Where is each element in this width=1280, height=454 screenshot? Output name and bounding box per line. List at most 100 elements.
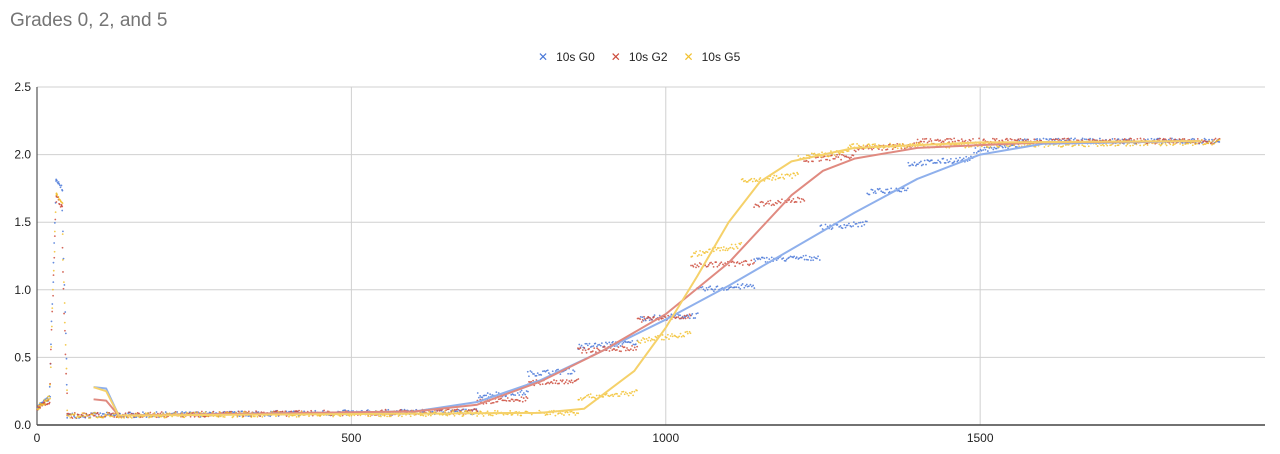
data-point-2 xyxy=(698,253,700,256)
data-point-1 xyxy=(832,157,835,160)
data-point-0 xyxy=(1036,138,1039,140)
data-point-1 xyxy=(781,198,783,201)
data-point-2 xyxy=(487,414,490,416)
data-point-2 xyxy=(388,415,391,418)
data-point-2 xyxy=(746,180,749,183)
data-point-1 xyxy=(550,380,553,383)
data-point-1 xyxy=(49,362,52,365)
data-point-2 xyxy=(144,412,147,415)
data-point-1 xyxy=(722,263,724,266)
data-point-2 xyxy=(37,404,40,407)
data-point-1 xyxy=(621,345,624,348)
data-point-2 xyxy=(61,233,64,236)
data-point-2 xyxy=(73,412,76,415)
legend-item-g2[interactable]: ✕ 10s G2 xyxy=(611,50,668,64)
data-point-1 xyxy=(113,416,116,418)
data-point-2 xyxy=(663,338,665,341)
data-point-1 xyxy=(751,262,754,265)
data-point-2 xyxy=(1106,144,1109,147)
data-point-1 xyxy=(661,317,664,320)
data-point-0 xyxy=(932,162,935,165)
data-point-1 xyxy=(823,155,826,158)
data-point-1 xyxy=(519,399,521,402)
data-point-0 xyxy=(53,242,56,244)
data-point-0 xyxy=(938,160,941,163)
data-point-1 xyxy=(255,410,257,413)
legend-item-g5[interactable]: ✕ 10s G5 xyxy=(684,50,741,64)
data-point-1 xyxy=(522,397,525,399)
data-point-0 xyxy=(810,256,813,259)
data-point-2 xyxy=(588,396,591,398)
data-point-1 xyxy=(753,206,755,209)
data-point-2 xyxy=(319,415,321,417)
data-point-1 xyxy=(1213,138,1216,141)
data-point-2 xyxy=(453,414,456,417)
data-point-1 xyxy=(903,147,906,150)
data-point-0 xyxy=(700,286,702,289)
data-point-1 xyxy=(636,345,639,348)
data-point-2 xyxy=(569,410,572,413)
data-point-1 xyxy=(802,198,805,201)
data-point-2 xyxy=(57,195,60,198)
data-point-0 xyxy=(612,340,614,343)
data-point-1 xyxy=(749,263,752,266)
data-point-1 xyxy=(762,201,764,204)
data-point-1 xyxy=(456,408,459,411)
data-point-0 xyxy=(631,339,634,342)
data-point-1 xyxy=(624,349,627,352)
legend-item-g0[interactable]: ✕ 10s G0 xyxy=(538,50,595,64)
data-point-2 xyxy=(549,413,552,416)
data-point-0 xyxy=(866,192,869,195)
data-point-1 xyxy=(820,159,822,162)
data-point-2 xyxy=(350,414,353,417)
data-point-2 xyxy=(64,344,67,346)
data-point-2 xyxy=(1158,143,1161,146)
data-point-1 xyxy=(67,412,70,415)
data-point-2 xyxy=(117,416,120,419)
data-point-1 xyxy=(1054,138,1057,141)
data-point-0 xyxy=(528,375,530,378)
data-point-0 xyxy=(934,162,937,164)
data-point-2 xyxy=(1184,143,1187,146)
data-point-2 xyxy=(640,339,643,342)
data-point-2 xyxy=(618,395,621,398)
data-point-0 xyxy=(714,288,716,291)
data-point-1 xyxy=(548,382,551,385)
data-point-0 xyxy=(925,163,927,166)
data-point-0 xyxy=(905,189,908,192)
data-point-2 xyxy=(47,398,50,401)
data-point-2 xyxy=(217,415,220,418)
data-point-2 xyxy=(700,254,703,257)
data-point-1 xyxy=(885,148,887,151)
data-point-1 xyxy=(1010,138,1013,141)
data-point-2 xyxy=(624,391,627,394)
data-point-0 xyxy=(622,341,625,344)
data-point-1 xyxy=(643,315,645,318)
data-point-2 xyxy=(162,412,165,415)
data-point-2 xyxy=(1161,142,1164,145)
data-point-1 xyxy=(524,399,527,402)
data-point-2 xyxy=(755,179,758,182)
data-point-2 xyxy=(731,247,734,249)
data-point-2 xyxy=(627,394,630,397)
data-point-2 xyxy=(584,396,587,398)
data-point-0 xyxy=(599,344,602,347)
data-point-0 xyxy=(727,288,729,291)
data-point-2 xyxy=(1087,145,1090,148)
data-point-2 xyxy=(1126,143,1129,146)
data-point-1 xyxy=(237,410,240,413)
data-point-2 xyxy=(383,414,386,417)
data-point-2 xyxy=(611,393,614,396)
data-point-1 xyxy=(192,411,195,414)
data-point-1 xyxy=(995,137,998,140)
data-point-0 xyxy=(902,187,905,190)
data-point-2 xyxy=(72,413,75,416)
data-point-0 xyxy=(810,259,812,262)
data-point-1 xyxy=(649,317,652,319)
data-point-0 xyxy=(701,285,704,288)
data-point-1 xyxy=(501,399,504,402)
data-point-0 xyxy=(1074,137,1076,140)
data-point-1 xyxy=(50,328,53,331)
data-point-2 xyxy=(54,211,57,214)
data-point-1 xyxy=(61,205,64,208)
